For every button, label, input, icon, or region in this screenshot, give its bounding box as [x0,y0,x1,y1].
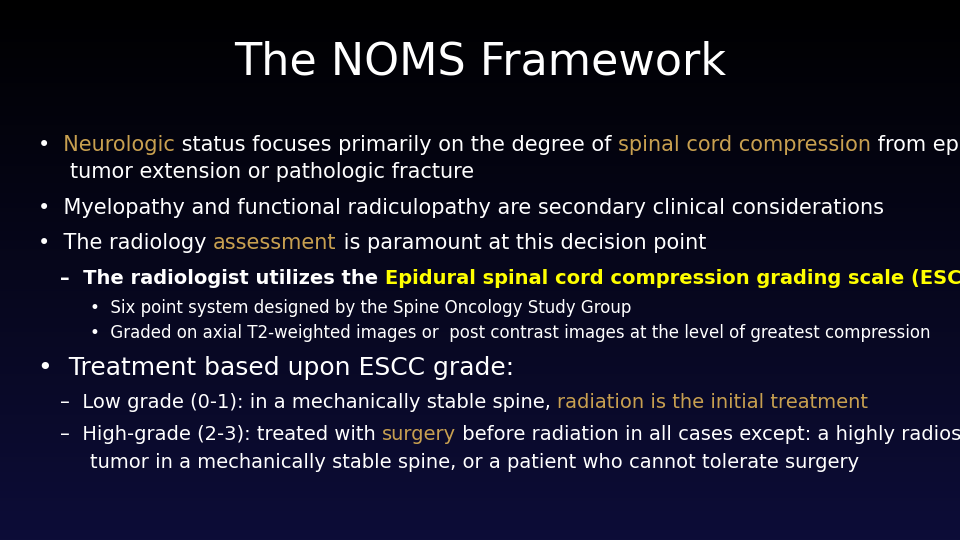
Text: is paramount at this decision point: is paramount at this decision point [337,233,706,253]
Text: assessment: assessment [213,233,337,253]
Text: •: • [38,135,50,155]
Text: •  Graded on axial T2-weighted images or  post contrast images at the level of g: • Graded on axial T2-weighted images or … [90,324,930,342]
Text: before radiation in all cases except: a highly radiosensitive: before radiation in all cases except: a … [456,426,960,444]
Text: Epidural spinal cord compression grading scale (ESCC): Epidural spinal cord compression grading… [385,268,960,287]
Text: from epidural: from epidural [872,135,960,155]
Text: –  Low grade (0-1): in a mechanically stable spine,: – Low grade (0-1): in a mechanically sta… [60,394,557,413]
Text: •  The radiology: • The radiology [38,233,213,253]
Text: –  The radiologist utilizes the: – The radiologist utilizes the [60,268,385,287]
Text: status focuses primarily on the degree of: status focuses primarily on the degree o… [175,135,618,155]
Text: •  Myelopathy and functional radiculopathy are secondary clinical considerations: • Myelopathy and functional radiculopath… [38,198,884,218]
Text: •  Six point system designed by the Spine Oncology Study Group: • Six point system designed by the Spine… [90,299,632,317]
Text: tumor extension or pathologic fracture: tumor extension or pathologic fracture [70,162,474,182]
Text: •  Treatment based upon ESCC grade:: • Treatment based upon ESCC grade: [38,356,515,380]
Text: radiation is the initial treatment: radiation is the initial treatment [557,394,868,413]
Text: tumor in a mechanically stable spine, or a patient who cannot tolerate surgery: tumor in a mechanically stable spine, or… [90,453,859,471]
Text: –  High-grade (2-3): treated with: – High-grade (2-3): treated with [60,426,382,444]
Text: The NOMS Framework: The NOMS Framework [234,40,726,84]
Text: surgery: surgery [382,426,456,444]
Text: Neurologic: Neurologic [50,135,175,155]
Text: spinal cord compression: spinal cord compression [618,135,872,155]
